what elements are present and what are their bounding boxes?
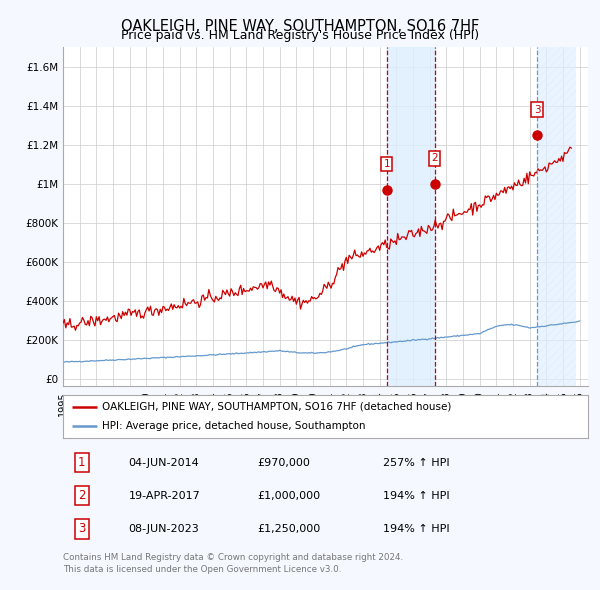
Text: 3: 3 (533, 104, 541, 114)
Text: £1,250,000: £1,250,000 (257, 524, 320, 534)
Text: £970,000: £970,000 (257, 457, 310, 467)
Text: 08-JUN-2023: 08-JUN-2023 (128, 524, 199, 534)
Text: 194% ↑ HPI: 194% ↑ HPI (383, 491, 450, 500)
Text: 2: 2 (431, 153, 438, 163)
Text: Price paid vs. HM Land Registry's House Price Index (HPI): Price paid vs. HM Land Registry's House … (121, 30, 479, 42)
Text: 194% ↑ HPI: 194% ↑ HPI (383, 524, 450, 534)
Bar (386, 47, 434, 386)
Text: 257% ↑ HPI: 257% ↑ HPI (383, 457, 450, 467)
Bar (537, 47, 577, 386)
Text: 2: 2 (78, 489, 86, 502)
Text: £1,000,000: £1,000,000 (257, 491, 320, 500)
Text: 1: 1 (78, 456, 86, 469)
Text: OAKLEIGH, PINE WAY, SOUTHAMPTON, SO16 7HF: OAKLEIGH, PINE WAY, SOUTHAMPTON, SO16 7H… (121, 19, 479, 34)
Text: 04-JUN-2014: 04-JUN-2014 (128, 457, 199, 467)
Text: 1: 1 (383, 159, 390, 169)
Text: This data is licensed under the Open Government Licence v3.0.: This data is licensed under the Open Gov… (63, 565, 341, 574)
Text: OAKLEIGH, PINE WAY, SOUTHAMPTON, SO16 7HF (detached house): OAKLEIGH, PINE WAY, SOUTHAMPTON, SO16 7H… (103, 402, 452, 412)
Text: 19-APR-2017: 19-APR-2017 (128, 491, 200, 500)
Text: Contains HM Land Registry data © Crown copyright and database right 2024.: Contains HM Land Registry data © Crown c… (63, 553, 403, 562)
Text: 3: 3 (78, 522, 86, 535)
Text: HPI: Average price, detached house, Southampton: HPI: Average price, detached house, Sout… (103, 421, 366, 431)
